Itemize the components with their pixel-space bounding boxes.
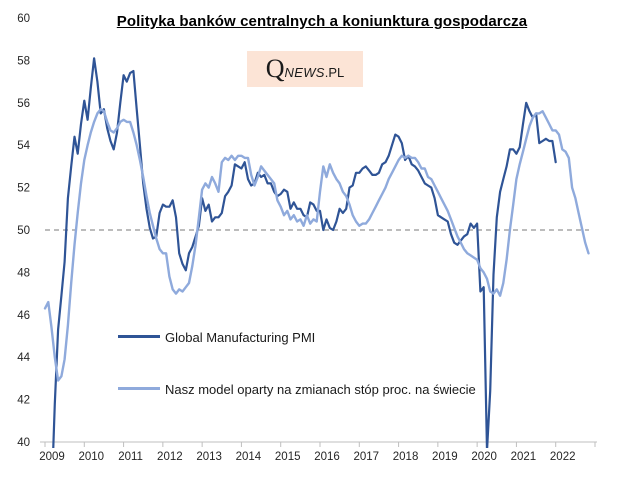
x-tick-label: 2016 [314,451,340,463]
x-tick-label: 2013 [196,451,222,463]
y-tick-label: 44 [17,352,30,364]
y-tick-label: 52 [17,183,30,195]
y-tick-label: 56 [17,98,30,110]
legend-label-model: Nasz model oparty na zmianach stóp proc.… [165,382,476,397]
x-tick-label: 2021 [511,451,537,463]
y-tick-label: 60 [17,13,30,25]
y-tick-label: 54 [17,140,30,152]
logo-pl-text: .PL [324,65,345,80]
y-tick-label: 46 [17,310,30,322]
qnews-logo: Q NEWS .PL [247,51,363,87]
x-tick-label: 2012 [157,451,183,463]
logo-news-text: NEWS [284,65,325,80]
model-line-swatch [118,387,160,390]
x-tick-label: 2009 [39,451,65,463]
x-tick-label: 2020 [471,451,497,463]
x-tick-label: 2015 [275,451,301,463]
logo-q-letter: Q [265,54,285,83]
chart-title: Polityka banków centralnych a koniunktur… [116,13,528,30]
x-tick-label: 2022 [550,451,576,463]
series-line-pmi [52,57,557,448]
x-tick-label: 2018 [393,451,419,463]
y-tick-label: 40 [17,437,30,449]
legend-label-pmi: Global Manufacturing PMI [165,330,316,345]
x-tick-label: 2011 [118,451,143,463]
y-tick-label: 50 [17,225,30,237]
y-tick-label: 58 [17,55,30,67]
x-tick-label: 2019 [432,451,458,463]
y-tick-label: 42 [17,395,30,407]
x-tick-label: 2017 [353,451,379,463]
legend-item-pmi: Global Manufacturing PMI [118,329,315,346]
series-line-model [43,107,590,382]
x-tick-label: 2014 [236,451,262,463]
legend-item-model: Nasz model oparty na zmianach stóp proc.… [118,381,476,398]
pmi-line-swatch [118,335,160,338]
y-tick-label: 48 [17,267,30,279]
x-tick-label: 2010 [78,451,104,463]
